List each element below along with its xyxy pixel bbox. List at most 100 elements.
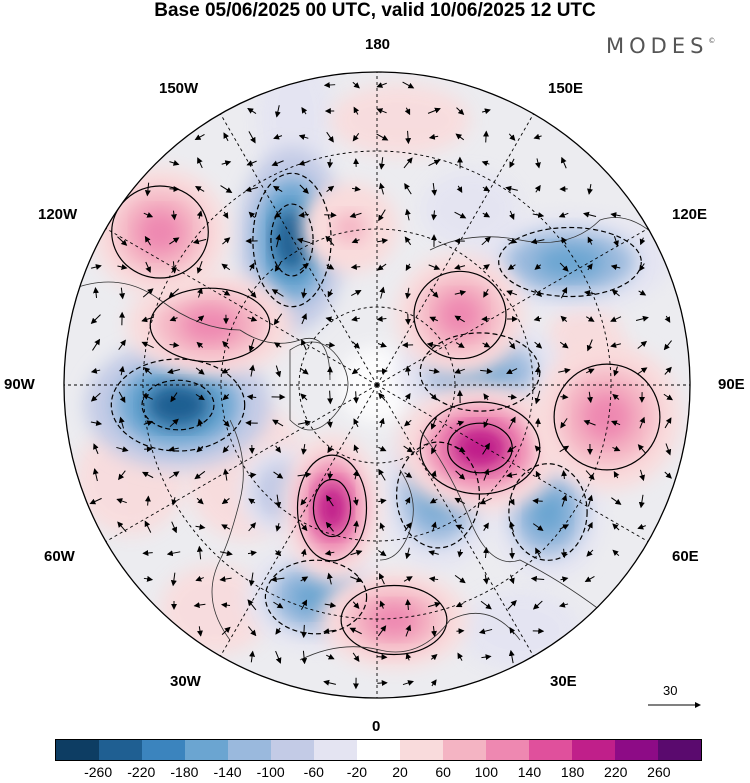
wind-arrow	[587, 494, 594, 507]
wind-arrow	[246, 394, 257, 401]
colorbar-tick-label: -20	[346, 764, 368, 780]
wind-arrow	[560, 548, 567, 559]
wind-arrow	[405, 624, 412, 637]
anomaly-center-negative	[273, 208, 311, 272]
wind-arrow	[300, 496, 308, 506]
wind-arrow	[274, 549, 282, 557]
wind-arrow	[611, 420, 621, 427]
colorbar	[55, 739, 702, 761]
wind-arrow	[583, 211, 597, 218]
wind-arrow	[429, 316, 438, 323]
wind-arrow	[478, 628, 493, 635]
wind-arrow	[586, 339, 593, 352]
wind-arrow	[195, 575, 204, 582]
anomaly-center-positive	[581, 391, 633, 443]
wind-arrow	[507, 238, 518, 244]
wind-arrow	[92, 468, 99, 482]
wind-arrow	[351, 289, 362, 297]
wind-arrow	[89, 497, 102, 505]
wind-arrow	[142, 288, 154, 298]
wind-arrow	[481, 160, 490, 167]
anomaly-contour	[296, 454, 368, 562]
wind-arrow	[300, 548, 307, 557]
wind-arrow	[507, 445, 517, 453]
wind-arrow	[298, 211, 309, 218]
wind-arrow	[143, 575, 154, 582]
anomaly-center-positive	[315, 482, 349, 534]
wind-arrow	[587, 184, 593, 195]
wind-arrow	[352, 497, 359, 506]
coastline	[379, 469, 414, 561]
wind-arrow	[483, 547, 489, 559]
colorbar-segment	[185, 740, 228, 760]
wind-arrow	[221, 498, 230, 505]
wind-arrow	[297, 419, 312, 426]
wind-arrow	[639, 263, 645, 272]
wind-arrow	[403, 157, 413, 169]
map-border	[63, 71, 691, 699]
colorbar-ticks: -260 -220 -180 -140 -100 -60 -20 20 60 100 140 180 2…	[0, 764, 750, 782]
wind-arrow	[585, 316, 595, 322]
wind-arrow	[273, 471, 284, 479]
meridian-line	[376, 384, 534, 657]
wind-arrow	[222, 419, 230, 427]
wind-arrow	[273, 313, 283, 326]
wind-arrow	[249, 364, 256, 377]
wind-arrow	[430, 679, 437, 687]
anomaly-halo	[460, 590, 580, 670]
wind-arrow	[196, 445, 204, 453]
meridian-line	[220, 384, 378, 657]
coastline	[419, 429, 601, 611]
wind-arrow	[482, 341, 491, 348]
wind-arrow	[457, 652, 464, 661]
wind-arrow	[428, 264, 441, 271]
wind-arrow	[481, 654, 492, 661]
wind-arrow	[377, 341, 387, 348]
anomaly-center-negative	[146, 383, 210, 427]
wind-arrow	[587, 521, 593, 532]
wind-arrow	[506, 368, 518, 374]
anomaly-contour	[141, 379, 215, 431]
wind-arrow	[378, 182, 385, 195]
meridian-line	[105, 228, 378, 386]
anomaly-center-positive	[136, 210, 184, 254]
wind-arrow	[376, 82, 387, 88]
wind-arrow	[171, 497, 178, 506]
wind-arrow	[222, 289, 231, 296]
wind-arrow	[509, 547, 516, 560]
wind-arrow	[378, 209, 386, 222]
wind-arrow	[481, 236, 491, 246]
wind-arrow	[142, 549, 153, 556]
wind-arrow	[454, 497, 466, 505]
wind-arrow	[610, 264, 621, 271]
wind-arrow	[327, 289, 334, 298]
brand-logo: MODES©	[606, 34, 715, 58]
wind-arrow	[144, 235, 152, 246]
wind-arrow	[275, 365, 282, 378]
wind-arrow	[351, 315, 360, 322]
wind-arrow	[324, 549, 335, 556]
colorbar-segment	[357, 740, 400, 760]
coastline	[69, 281, 331, 381]
wind-arrow	[585, 470, 595, 481]
wind-arrow	[483, 288, 489, 298]
wind-arrow	[427, 107, 441, 114]
wind-arrow	[275, 650, 282, 664]
colorbar-tick-label: -140	[213, 764, 242, 780]
wind-arrow	[454, 264, 466, 270]
wind-arrow	[116, 446, 129, 453]
wind-arrow	[353, 106, 360, 115]
wind-arrow	[353, 520, 360, 533]
wind-arrow	[377, 263, 387, 271]
wind-arrow	[93, 287, 99, 299]
wind-arrow	[378, 417, 385, 428]
wind-arrow	[170, 572, 177, 587]
wind-arrow	[327, 158, 334, 169]
wind-arrow	[507, 393, 518, 400]
wind-arrow	[248, 522, 257, 532]
coastline	[289, 341, 349, 431]
wind-arrow	[274, 262, 282, 272]
wind-arrow	[299, 184, 309, 194]
wind-arrow	[637, 340, 648, 349]
wind-arrow	[430, 470, 437, 479]
